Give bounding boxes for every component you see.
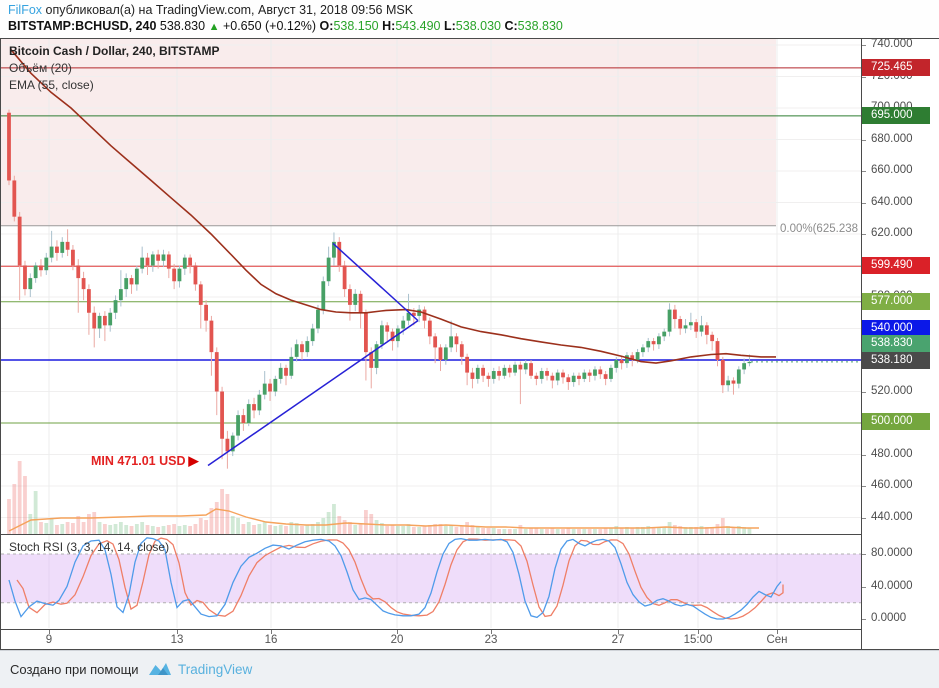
author-link[interactable]: FilFox <box>8 3 43 17</box>
price-axis[interactable]: 440.000 460.000 480.000 500.000 520.000 540.0… <box>861 38 939 649</box>
time-tick-mark <box>698 630 699 634</box>
time-label: 20 <box>390 634 404 646</box>
price-tick-mark <box>862 392 866 393</box>
price-tick-mark <box>862 518 866 519</box>
symbol-line: BITSTAMP:BCHUSD, 240 538.830 ▲ +0.650 (+… <box>8 19 563 33</box>
price-tick-label: 660.000 <box>871 164 913 176</box>
last-price-value: 538.830 <box>159 19 206 33</box>
rsi-tick-mark <box>862 587 866 588</box>
chart-widget: Bitcoin Cash / Dollar, 240, BITSTAMP Объ… <box>0 38 939 650</box>
open-label: O: <box>319 19 334 33</box>
header: FilFox опубликовал(а) на TradingView.com… <box>0 0 939 38</box>
price-badge: 599.490 <box>862 257 930 274</box>
price-tick-mark <box>862 45 866 46</box>
time-label: 15:00 <box>683 634 713 646</box>
price-tick-mark <box>862 455 866 456</box>
price-tick-label: 520.000 <box>871 385 913 397</box>
close-value: 538.830 <box>517 19 563 33</box>
stoch-rsi-chart[interactable] <box>1 535 861 628</box>
price-tick-label: 680.000 <box>871 133 913 145</box>
time-tick-mark <box>618 630 619 634</box>
rsi-tick-label: 40.0000 <box>871 580 913 592</box>
byline-text: опубликовал(а) на TradingView.com, Авгус… <box>42 3 414 17</box>
change-value: +0.650 (+0.12%) <box>222 19 317 33</box>
min-price-text: MIN 471.01 USD <box>91 454 186 468</box>
stoch-rsi-pane: Stoch RSI (3, 3, 14, 14, close) <box>1 534 861 629</box>
time-label: 9 <box>45 634 53 646</box>
price-badge: 538.830 <box>862 335 930 352</box>
price-tick-mark <box>862 234 866 235</box>
price-tick-mark <box>862 203 866 204</box>
price-tick-label: 620.000 <box>871 227 913 239</box>
time-tick-mark <box>49 630 50 634</box>
up-arrow-icon: ▲ <box>208 21 220 33</box>
time-tick-mark <box>397 630 398 634</box>
time-label: 27 <box>611 634 625 646</box>
time-tick-mark <box>777 630 778 634</box>
high-label: H: <box>382 19 396 33</box>
price-tick-label: 460.000 <box>871 479 913 491</box>
price-badge: 577.000 <box>862 293 930 310</box>
high-value: 543.490 <box>395 19 441 33</box>
time-label: 13 <box>170 634 184 646</box>
tradingview-link[interactable]: TradingView <box>178 662 253 677</box>
rsi-tick-mark <box>862 619 866 620</box>
tradingview-logo-icon[interactable] <box>148 661 172 677</box>
price-tick-mark <box>862 171 866 172</box>
time-label: 23 <box>484 634 498 646</box>
price-badge: 725.465 <box>862 59 930 76</box>
fib-level-label: 0.00%(625.238 <box>780 223 859 235</box>
price-tick-mark <box>862 140 866 141</box>
price-badge: 695.000 <box>862 107 930 124</box>
price-badge: 540.000 <box>862 320 930 337</box>
time-label: 16 <box>264 634 278 646</box>
footer: Создано при помощи TradingView <box>0 650 939 688</box>
open-value: 538.150 <box>333 19 379 33</box>
price-badge: 538.180 <box>862 352 930 369</box>
low-label: L: <box>443 19 456 33</box>
main-pane: Bitcoin Cash / Dollar, 240, BITSTAMP Объ… <box>1 39 861 534</box>
footer-text: Создано при помощи <box>10 662 139 677</box>
close-label: C: <box>504 19 518 33</box>
byline: FilFox опубликовал(а) на TradingView.com… <box>8 3 413 17</box>
time-tick-mark <box>177 630 178 634</box>
price-tick-label: 480.000 <box>871 448 913 460</box>
time-tick-mark <box>271 630 272 634</box>
price-tick-label: 740.000 <box>871 38 913 50</box>
price-tick-label: 640.000 <box>871 196 913 208</box>
min-price-annotation: MIN 471.01 USD ▶ <box>91 453 198 469</box>
price-tick-mark <box>862 77 866 78</box>
candlestick-chart[interactable] <box>1 39 861 534</box>
time-label: Сен <box>766 634 788 646</box>
rsi-tick-label: 0.0000 <box>871 612 907 624</box>
right-arrow-icon: ▶ <box>188 453 199 468</box>
price-badge: 500.000 <box>862 413 930 430</box>
price-tick-mark <box>862 486 866 487</box>
rsi-tick-mark <box>862 554 866 555</box>
symbol-title[interactable]: BITSTAMP:BCHUSD, 240 <box>8 19 157 33</box>
price-tick-label: 440.000 <box>871 511 913 523</box>
rsi-tick-label: 80.0000 <box>871 547 913 559</box>
low-value: 538.030 <box>455 19 501 33</box>
time-tick-mark <box>491 630 492 634</box>
